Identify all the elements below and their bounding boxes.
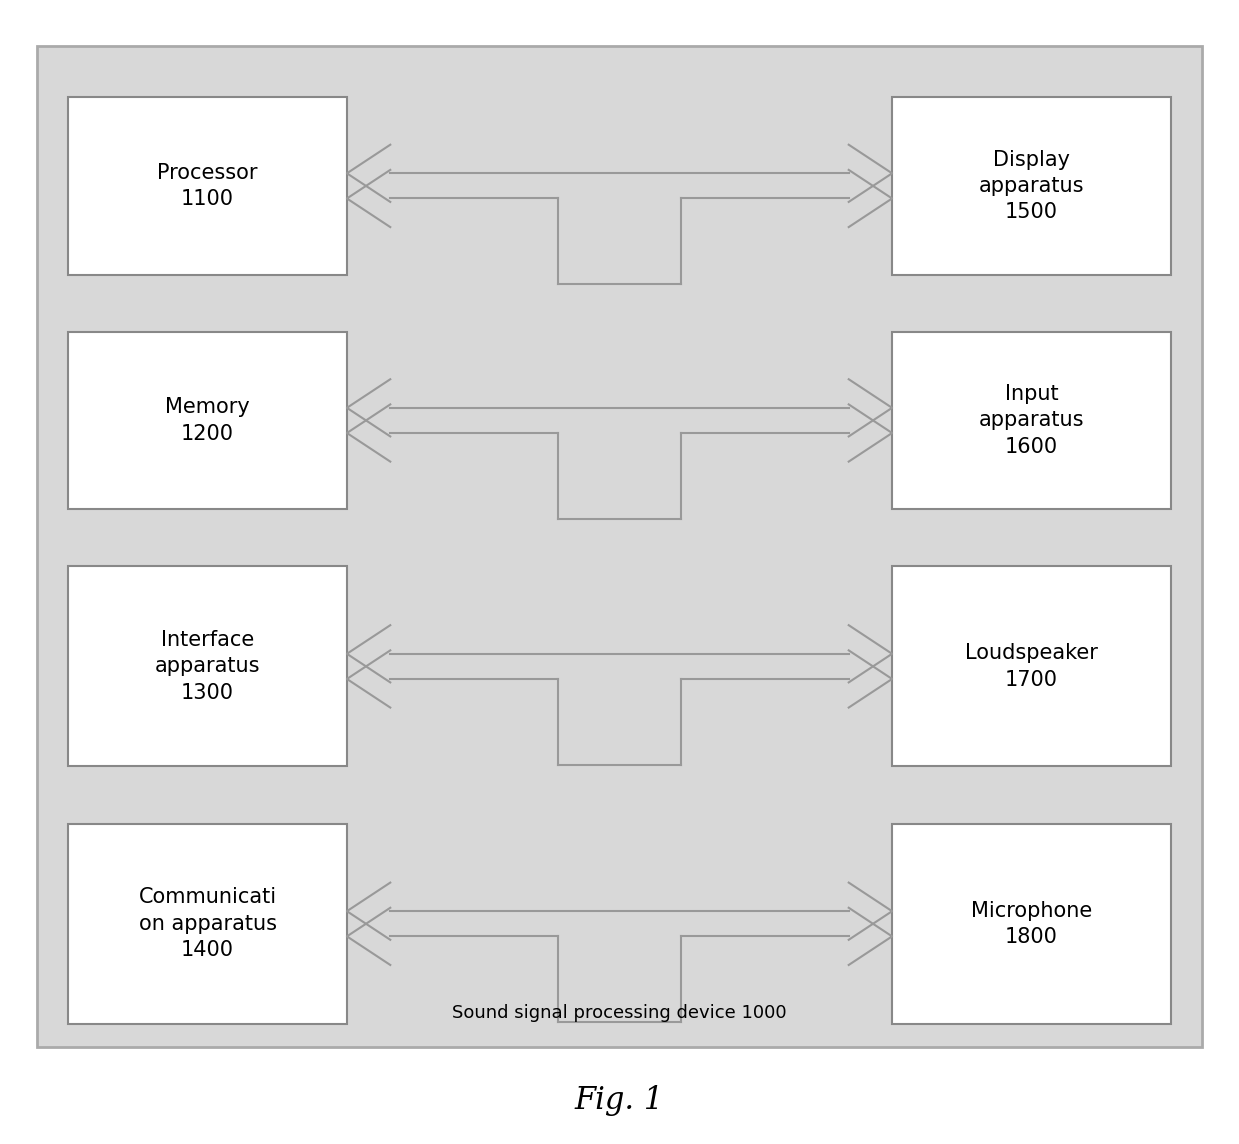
FancyBboxPatch shape [892,332,1171,509]
Text: Input
apparatus
1600: Input apparatus 1600 [979,384,1084,456]
FancyBboxPatch shape [892,566,1171,766]
Text: Interface
apparatus
1300: Interface apparatus 1300 [155,630,260,702]
Text: Display
apparatus
1500: Display apparatus 1500 [979,150,1084,222]
FancyBboxPatch shape [68,332,347,509]
Text: Communicati
on apparatus
1400: Communicati on apparatus 1400 [139,888,276,960]
Text: Loudspeaker
1700: Loudspeaker 1700 [965,643,1098,690]
FancyBboxPatch shape [892,97,1171,275]
FancyBboxPatch shape [68,566,347,766]
Text: Microphone
1800: Microphone 1800 [971,900,1092,947]
Text: Fig. 1: Fig. 1 [575,1085,664,1117]
FancyBboxPatch shape [68,824,347,1024]
Text: Memory
1200: Memory 1200 [165,397,250,444]
FancyBboxPatch shape [892,824,1171,1024]
Text: Sound signal processing device 1000: Sound signal processing device 1000 [452,1003,787,1022]
FancyBboxPatch shape [37,46,1202,1047]
Text: Processor
1100: Processor 1100 [157,162,258,209]
FancyBboxPatch shape [68,97,347,275]
